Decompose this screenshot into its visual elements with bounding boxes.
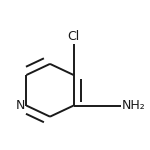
Text: Cl: Cl xyxy=(68,30,80,43)
Text: NH₂: NH₂ xyxy=(122,99,146,112)
Text: N: N xyxy=(16,99,25,112)
